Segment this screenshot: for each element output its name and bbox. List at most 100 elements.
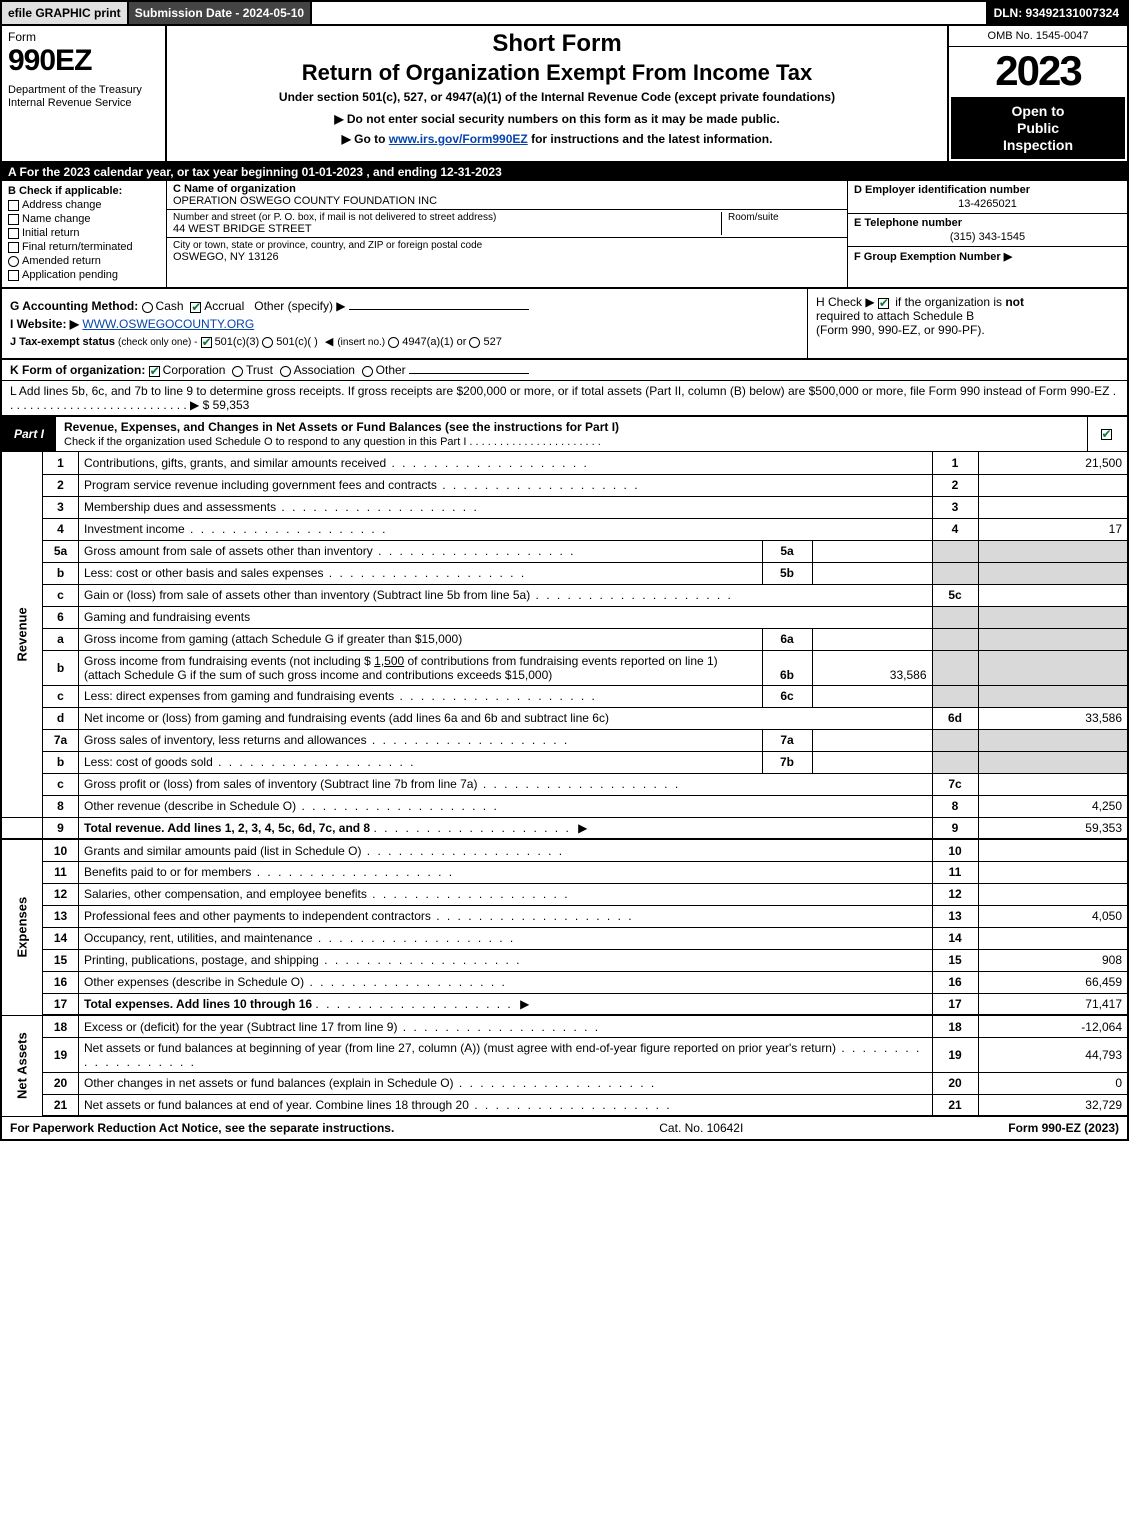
irs-link[interactable]: www.irs.gov/Form990EZ	[389, 132, 528, 146]
line-17-refnum: 17	[932, 993, 978, 1015]
line-13-value: 4,050	[978, 905, 1128, 927]
line-6c-desc: Less: direct expenses from gaming and fu…	[79, 685, 763, 707]
b-opt-address-change[interactable]: Address change	[8, 199, 160, 211]
j-501c3-label: 501(c)(3)	[215, 336, 260, 348]
part-i-tab: Part I	[2, 417, 56, 451]
form-header: Form 990EZ Department of the Treasury In…	[0, 26, 1129, 163]
j-tax-exempt: J Tax-exempt status (check only one) - 5…	[10, 335, 799, 348]
header-middle: Short Form Return of Organization Exempt…	[167, 26, 947, 161]
g-other-field[interactable]	[349, 309, 529, 310]
expenses-side-label: Expenses	[1, 839, 43, 1015]
k-corp-check[interactable]	[149, 366, 160, 377]
line-20-refnum: 20	[932, 1072, 978, 1094]
k-other-radio[interactable]	[362, 366, 373, 377]
link-suffix: for instructions and the latest informat…	[528, 132, 773, 146]
line-16-value: 66,459	[978, 971, 1128, 993]
line-7c-value	[978, 773, 1128, 795]
line-6b-subval: 33,586	[812, 650, 932, 685]
h-text-2: if the organization is	[895, 295, 1005, 309]
j-501c3-check[interactable]	[201, 337, 212, 348]
line-6d-row: dNet income or (loss) from gaming and fu…	[1, 707, 1128, 729]
line-7c-refnum: 7c	[932, 773, 978, 795]
part-i-header: Part I Revenue, Expenses, and Changes in…	[0, 417, 1129, 452]
form-number: 990EZ	[8, 44, 159, 78]
line-1-value: 21,500	[978, 452, 1128, 474]
d-ein-label: D Employer identification number	[854, 184, 1121, 196]
line-11-desc: Benefits paid to or for members	[79, 861, 933, 883]
j-501c-radio[interactable]	[262, 337, 273, 348]
footer-right-form: 990-EZ	[1042, 1121, 1081, 1135]
triangle-icon-17	[516, 997, 533, 1011]
footer-left-text: For Paperwork Reduction Act Notice, see …	[10, 1121, 394, 1135]
line-17-desc-text: Total expenses. Add lines 10 through 16	[84, 997, 312, 1011]
j-501c-label: 501(c)( )	[276, 336, 318, 348]
omb-number: OMB No. 1545-0047	[949, 26, 1127, 47]
k-other-field[interactable]	[409, 373, 529, 374]
line-17-value: 71,417	[978, 993, 1128, 1015]
line-5c-desc: Gain or (loss) from sale of assets other…	[79, 584, 933, 606]
line-7a-row: 7aGross sales of inventory, less returns…	[1, 729, 1128, 751]
line-10-value	[978, 839, 1128, 861]
line-12-refnum: 12	[932, 883, 978, 905]
line-6a-row: aGross income from gaming (attach Schedu…	[1, 628, 1128, 650]
tax-year: 2023	[949, 47, 1127, 95]
header-right: OMB No. 1545-0047 2023 Open to Public In…	[947, 26, 1127, 161]
line-14-value	[978, 927, 1128, 949]
line-7a-subval	[812, 729, 932, 751]
g-cash-radio[interactable]	[142, 302, 153, 313]
line-7c-desc: Gross profit or (loss) from sales of inv…	[79, 773, 933, 795]
line-6b-subnum: 6b	[762, 650, 812, 685]
b-opt-initial-return[interactable]: Initial return	[8, 227, 160, 239]
k-trust-radio[interactable]	[232, 366, 243, 377]
k-assoc-radio[interactable]	[280, 366, 291, 377]
line-21-row: 21Net assets or fund balances at end of …	[1, 1094, 1128, 1116]
f-group-label: F Group Exemption Number ▶	[854, 250, 1121, 263]
line-18-value: -12,064	[978, 1015, 1128, 1037]
e-phone-label: E Telephone number	[854, 217, 1121, 229]
dln-label: DLN: 93492131007324	[986, 2, 1127, 24]
line-18-desc: Excess or (deficit) for the year (Subtra…	[79, 1015, 933, 1037]
line-5a-shade-v	[978, 540, 1128, 562]
line-1-row: Revenue 1 Contributions, gifts, grants, …	[1, 452, 1128, 474]
c-name-value: OPERATION OSWEGO COUNTY FOUNDATION INC	[173, 195, 437, 207]
part-i-schedule-o-check[interactable]	[1087, 417, 1127, 451]
i-website-link[interactable]: WWW.OSWEGOCOUNTY.ORG	[82, 317, 254, 331]
line-9-row: 9Total revenue. Add lines 1, 2, 3, 4, 5c…	[1, 817, 1128, 839]
line-2-refnum: 2	[932, 474, 978, 496]
line-18-row: Net Assets 18Excess or (deficit) for the…	[1, 1015, 1128, 1037]
j-527-radio[interactable]	[469, 337, 480, 348]
instructions-link-line: ▶ Go to www.irs.gov/Form990EZ for instru…	[175, 132, 939, 146]
line-14-desc: Occupancy, rent, utilities, and maintena…	[79, 927, 933, 949]
line-1-num: 1	[43, 452, 79, 474]
b-opt-name-change[interactable]: Name change	[8, 213, 160, 225]
line-19-value: 44,793	[978, 1037, 1128, 1072]
h-checkbox[interactable]	[878, 298, 889, 309]
line-21-desc: Net assets or fund balances at end of ye…	[79, 1094, 933, 1116]
subtitle: Under section 501(c), 527, or 4947(a)(1)…	[175, 90, 939, 104]
line-5c-refnum: 5c	[932, 584, 978, 606]
c-city-label: City or town, state or province, country…	[173, 240, 482, 251]
topbar-spacer	[312, 2, 985, 24]
line-3-refnum: 3	[932, 496, 978, 518]
g-accrual-check[interactable]	[190, 302, 201, 313]
open-line-2: Public	[955, 120, 1121, 137]
line-8-refnum: 8	[932, 795, 978, 817]
c-street-label: Number and street (or P. O. box, if mail…	[173, 212, 721, 223]
efile-print-label[interactable]: efile GRAPHIC print	[2, 2, 129, 24]
line-7b-desc: Less: cost of goods sold	[79, 751, 763, 773]
c-name-label: C Name of organization	[173, 183, 437, 195]
line-4-refnum: 4	[932, 518, 978, 540]
line-8-value: 4,250	[978, 795, 1128, 817]
j-4947-radio[interactable]	[388, 337, 399, 348]
revenue-side-text: Revenue	[7, 455, 37, 814]
part-i-subtitle: Check if the organization used Schedule …	[64, 436, 601, 448]
line-6d-value: 33,586	[978, 707, 1128, 729]
b-opt-amended-return[interactable]: Amended return	[8, 255, 160, 267]
b-opt-final-return[interactable]: Final return/terminated	[8, 241, 160, 253]
section-bcdef: B Check if applicable: Address change Na…	[0, 181, 1129, 289]
line-9-desc: Total revenue. Add lines 1, 2, 3, 4, 5c,…	[79, 817, 933, 839]
section-a-tax-year: A For the 2023 calendar year, or tax yea…	[0, 163, 1129, 181]
line-13-row: 13Professional fees and other payments t…	[1, 905, 1128, 927]
b-opt-application-pending[interactable]: Application pending	[8, 269, 160, 281]
line-7b-row: bLess: cost of goods sold 7b	[1, 751, 1128, 773]
